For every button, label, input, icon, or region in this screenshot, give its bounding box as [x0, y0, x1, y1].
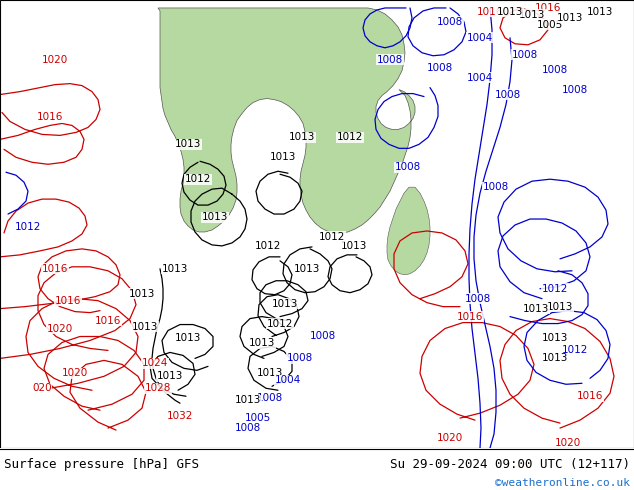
Text: Su 29-09-2024 09:00 UTC (12+117): Su 29-09-2024 09:00 UTC (12+117)	[390, 458, 630, 471]
Text: 1013: 1013	[175, 139, 201, 149]
Text: 1013: 1013	[557, 13, 583, 23]
Text: 1028: 1028	[145, 383, 171, 393]
Text: 1013: 1013	[523, 304, 549, 314]
Text: 1016: 1016	[37, 113, 63, 122]
Text: 1020: 1020	[42, 55, 68, 65]
Text: ©weatheronline.co.uk: ©weatheronline.co.uk	[495, 478, 630, 488]
Text: 1012: 1012	[185, 174, 211, 184]
Text: 1020: 1020	[47, 323, 73, 334]
Text: 1013: 1013	[257, 368, 283, 378]
Text: 1013: 1013	[497, 7, 523, 17]
Text: 1016: 1016	[95, 316, 121, 325]
Text: 1032: 1032	[167, 411, 193, 421]
Text: 1013: 1013	[249, 339, 275, 348]
Text: 1012: 1012	[562, 345, 588, 355]
Text: 1013: 1013	[341, 241, 367, 251]
Text: 1013: 1013	[202, 212, 228, 222]
Text: 1008: 1008	[257, 393, 283, 403]
Text: 1008: 1008	[495, 90, 521, 99]
Text: 1008: 1008	[310, 332, 336, 342]
Text: 1008: 1008	[377, 55, 403, 65]
Text: 1013: 1013	[519, 10, 545, 20]
Text: 1005: 1005	[245, 413, 271, 423]
Text: 1004: 1004	[467, 73, 493, 83]
Text: 1012: 1012	[319, 232, 345, 242]
Text: 1012: 1012	[267, 318, 293, 329]
Text: 1016: 1016	[55, 295, 81, 306]
Text: 1013: 1013	[175, 334, 201, 343]
Text: 1020: 1020	[62, 368, 88, 378]
Text: 1008: 1008	[287, 353, 313, 364]
Text: 1008: 1008	[235, 423, 261, 433]
Text: 1008: 1008	[483, 182, 509, 192]
Polygon shape	[158, 8, 415, 233]
Text: Surface pressure [hPa] GFS: Surface pressure [hPa] GFS	[4, 458, 199, 471]
Text: 1013: 1013	[270, 152, 296, 162]
Text: 1013: 1013	[162, 264, 188, 274]
Text: 1016: 1016	[477, 7, 503, 17]
Text: 1020: 1020	[437, 433, 463, 443]
Text: 1013: 1013	[157, 371, 183, 381]
Text: 1008: 1008	[512, 50, 538, 60]
Text: 1012: 1012	[542, 284, 568, 294]
Text: 1013: 1013	[542, 334, 568, 343]
Text: 1013: 1013	[542, 353, 568, 364]
Text: 1004: 1004	[467, 33, 493, 43]
Text: 1008: 1008	[395, 162, 421, 172]
Text: 1013: 1013	[547, 302, 573, 312]
Text: 1013: 1013	[132, 321, 158, 332]
Text: 1024: 1024	[142, 358, 168, 368]
Text: 1016: 1016	[577, 391, 603, 401]
Text: 1013: 1013	[294, 264, 320, 274]
Text: 1012: 1012	[255, 241, 281, 251]
Text: 1016: 1016	[535, 3, 561, 13]
Text: 1013: 1013	[587, 7, 613, 17]
Text: 1013: 1013	[272, 298, 298, 309]
Text: 1016: 1016	[457, 312, 483, 321]
Text: 1008: 1008	[427, 63, 453, 73]
Text: 1012: 1012	[15, 222, 41, 232]
Text: 1016: 1016	[42, 264, 68, 274]
Text: 1013: 1013	[129, 289, 155, 299]
Text: 020: 020	[32, 383, 52, 393]
Text: 1012: 1012	[337, 132, 363, 143]
Text: 1005: 1005	[537, 20, 563, 30]
Text: 1008: 1008	[465, 294, 491, 304]
Text: 1008: 1008	[562, 85, 588, 95]
Text: 1004: 1004	[275, 375, 301, 385]
Text: 1020: 1020	[555, 438, 581, 448]
Polygon shape	[387, 187, 430, 275]
Text: 1013: 1013	[289, 132, 315, 143]
Text: 1008: 1008	[542, 65, 568, 74]
Text: 1013: 1013	[235, 395, 261, 405]
Text: 1008: 1008	[437, 17, 463, 27]
